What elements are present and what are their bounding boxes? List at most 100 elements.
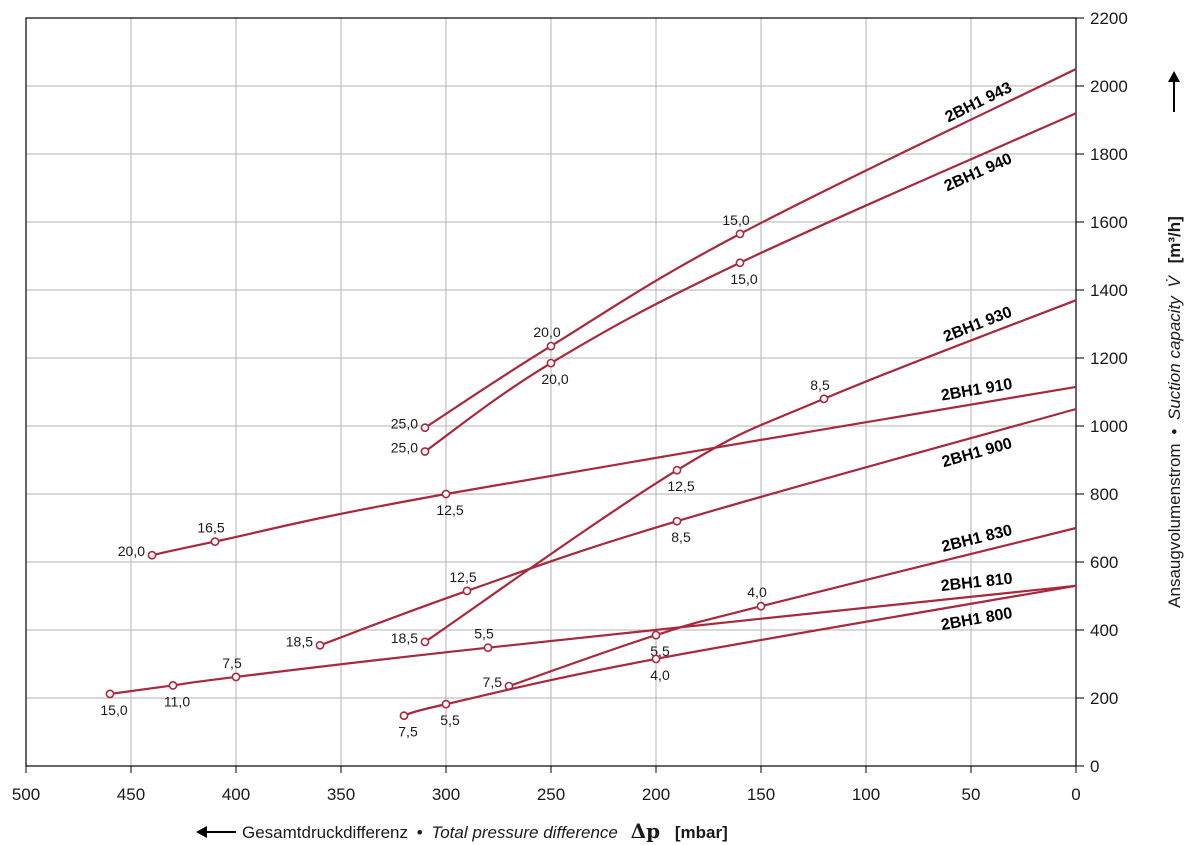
x-axis-title-italic: Total pressure difference bbox=[431, 823, 617, 842]
y-tick-label: 1600 bbox=[1090, 213, 1128, 232]
x-tick-label: 250 bbox=[537, 785, 565, 804]
series-2bh1-810: 15,0 11,0 7,5 5,5 bbox=[100, 584, 1077, 718]
data-point bbox=[231, 672, 241, 682]
series-line bbox=[424, 68, 1077, 429]
data-label: 25,0 bbox=[391, 416, 418, 432]
data-point bbox=[756, 601, 766, 611]
series-2bh1-943: 25,0 20,0 15,0 bbox=[391, 68, 1077, 433]
x-axis-title-sep: • bbox=[417, 823, 423, 842]
y-tick-label: 0 bbox=[1090, 757, 1099, 776]
data-point bbox=[210, 537, 220, 546]
data-point bbox=[483, 643, 493, 653]
data-point bbox=[315, 640, 325, 650]
series-2bh1-800: 7,5 5,5 4,0 bbox=[398, 584, 1077, 740]
data-label: 18,5 bbox=[286, 633, 313, 649]
y-axis-arrow-icon bbox=[1168, 71, 1180, 82]
data-label: 20,0 bbox=[541, 371, 568, 387]
x-axis-title-unit: [mbar] bbox=[675, 823, 728, 842]
y-axis-title-sep: • bbox=[1165, 429, 1184, 435]
data-point bbox=[651, 630, 661, 640]
y-tick-label: 1800 bbox=[1090, 145, 1128, 164]
data-label: 20,0 bbox=[118, 543, 145, 559]
y-tick-label: 600 bbox=[1090, 553, 1118, 572]
data-point bbox=[147, 550, 157, 560]
data-point bbox=[735, 229, 745, 239]
series-line bbox=[508, 526, 1077, 688]
data-label: 4,0 bbox=[747, 584, 767, 600]
data-label: 7,5 bbox=[398, 724, 418, 740]
x-tick-label: 350 bbox=[327, 785, 355, 804]
data-label: 25,0 bbox=[391, 440, 418, 456]
x-axis-title-symbol: Δp bbox=[631, 819, 661, 843]
y-axis-title-italic: Suction capacity bbox=[1165, 295, 1184, 420]
series-2bh1-910: 20,0 16,5 12,5 bbox=[118, 385, 1077, 560]
series-line bbox=[424, 299, 1077, 643]
data-label: 15,0 bbox=[722, 212, 749, 228]
series-2bh1-940: 25,0 20,0 15,0 bbox=[391, 112, 1077, 456]
data-label: 7,5 bbox=[483, 674, 503, 690]
data-label: 18,5 bbox=[391, 630, 418, 646]
series-group: 25,020,015,025,020,015,018,512,58,520,01… bbox=[100, 68, 1077, 740]
data-label: 20,0 bbox=[533, 324, 560, 340]
data-label: 15,0 bbox=[100, 702, 127, 718]
data-label: 5,5 bbox=[440, 712, 460, 728]
data-label: 12,5 bbox=[667, 478, 694, 494]
data-label: 8,5 bbox=[810, 377, 830, 393]
data-point bbox=[168, 681, 178, 690]
data-point bbox=[441, 489, 451, 499]
data-point bbox=[546, 358, 556, 368]
data-point bbox=[651, 654, 661, 664]
y-tick-label: 2200 bbox=[1090, 9, 1128, 28]
series-line bbox=[424, 112, 1077, 453]
x-tick-label: 500 bbox=[12, 785, 40, 804]
plot-frame bbox=[25, 17, 1077, 767]
data-point bbox=[420, 447, 430, 456]
y-tick-label: 1400 bbox=[1090, 281, 1128, 300]
svg-text:Gesamtdruckdifferenz •: Gesamtdruckdifferenz • Total pressure di… bbox=[242, 819, 728, 843]
data-label: 16,5 bbox=[197, 520, 224, 536]
data-point bbox=[420, 637, 430, 647]
x-axis-arrow-icon bbox=[196, 826, 207, 838]
y-axis-title: Ansaugvolumenstrom • Suction capacity V̇… bbox=[1165, 71, 1184, 608]
svg-text:Ansaugvolumenstrom •: Ansaugvolumenstrom • Suction capacity V̇… bbox=[1165, 216, 1184, 608]
data-point bbox=[462, 586, 472, 596]
x-tick-label: 300 bbox=[432, 785, 460, 804]
x-tick-label: 200 bbox=[642, 785, 670, 804]
y-tick-label: 400 bbox=[1090, 621, 1118, 640]
x-tick-label: 100 bbox=[852, 785, 880, 804]
series-2bh1-930: 18,5 12,5 8,5 bbox=[391, 299, 1077, 647]
data-label: 8,5 bbox=[671, 529, 691, 545]
y-tick-label: 2000 bbox=[1090, 77, 1128, 96]
data-point bbox=[420, 423, 430, 433]
series-2bh1-900: 18,5 12,5 8,5 bbox=[286, 407, 1077, 650]
series-line bbox=[319, 407, 1077, 647]
y-tick-label: 800 bbox=[1090, 485, 1118, 504]
x-tick-label: 450 bbox=[117, 785, 145, 804]
data-point bbox=[546, 341, 556, 351]
x-axis-title-prefix: Gesamtdruckdifferenz bbox=[242, 823, 408, 842]
y-axis-title-unit: [m³/h] bbox=[1165, 216, 1184, 263]
data-point bbox=[672, 516, 682, 526]
data-point bbox=[399, 711, 409, 721]
x-axis-title: Gesamtdruckdifferenz • Total pressure di… bbox=[196, 819, 728, 843]
x-tick-label: 0 bbox=[1071, 785, 1080, 804]
data-label: 7,5 bbox=[222, 655, 242, 671]
y-tick-label: 1000 bbox=[1090, 417, 1128, 436]
data-label: 5,5 bbox=[474, 626, 494, 642]
series-line bbox=[403, 584, 1077, 717]
data-point bbox=[819, 394, 829, 404]
x-tick-label: 400 bbox=[222, 785, 250, 804]
data-label: 12,5 bbox=[436, 502, 463, 518]
y-tick-label: 200 bbox=[1090, 689, 1118, 708]
data-point bbox=[735, 258, 745, 268]
data-point bbox=[441, 699, 451, 709]
data-label: 11,0 bbox=[164, 693, 190, 709]
x-tick-label: 150 bbox=[747, 785, 775, 804]
y-axis-title-symbol: V̇ bbox=[1165, 274, 1184, 287]
data-point bbox=[672, 465, 682, 475]
y-axis-title-prefix: Ansaugvolumenstrom bbox=[1165, 443, 1184, 607]
data-label: 12,5 bbox=[449, 569, 476, 585]
data-label: 15,0 bbox=[730, 271, 757, 287]
axes: 500 450 400 350 300 250 200 150 100 50 00200400600… bbox=[12, 9, 1128, 804]
